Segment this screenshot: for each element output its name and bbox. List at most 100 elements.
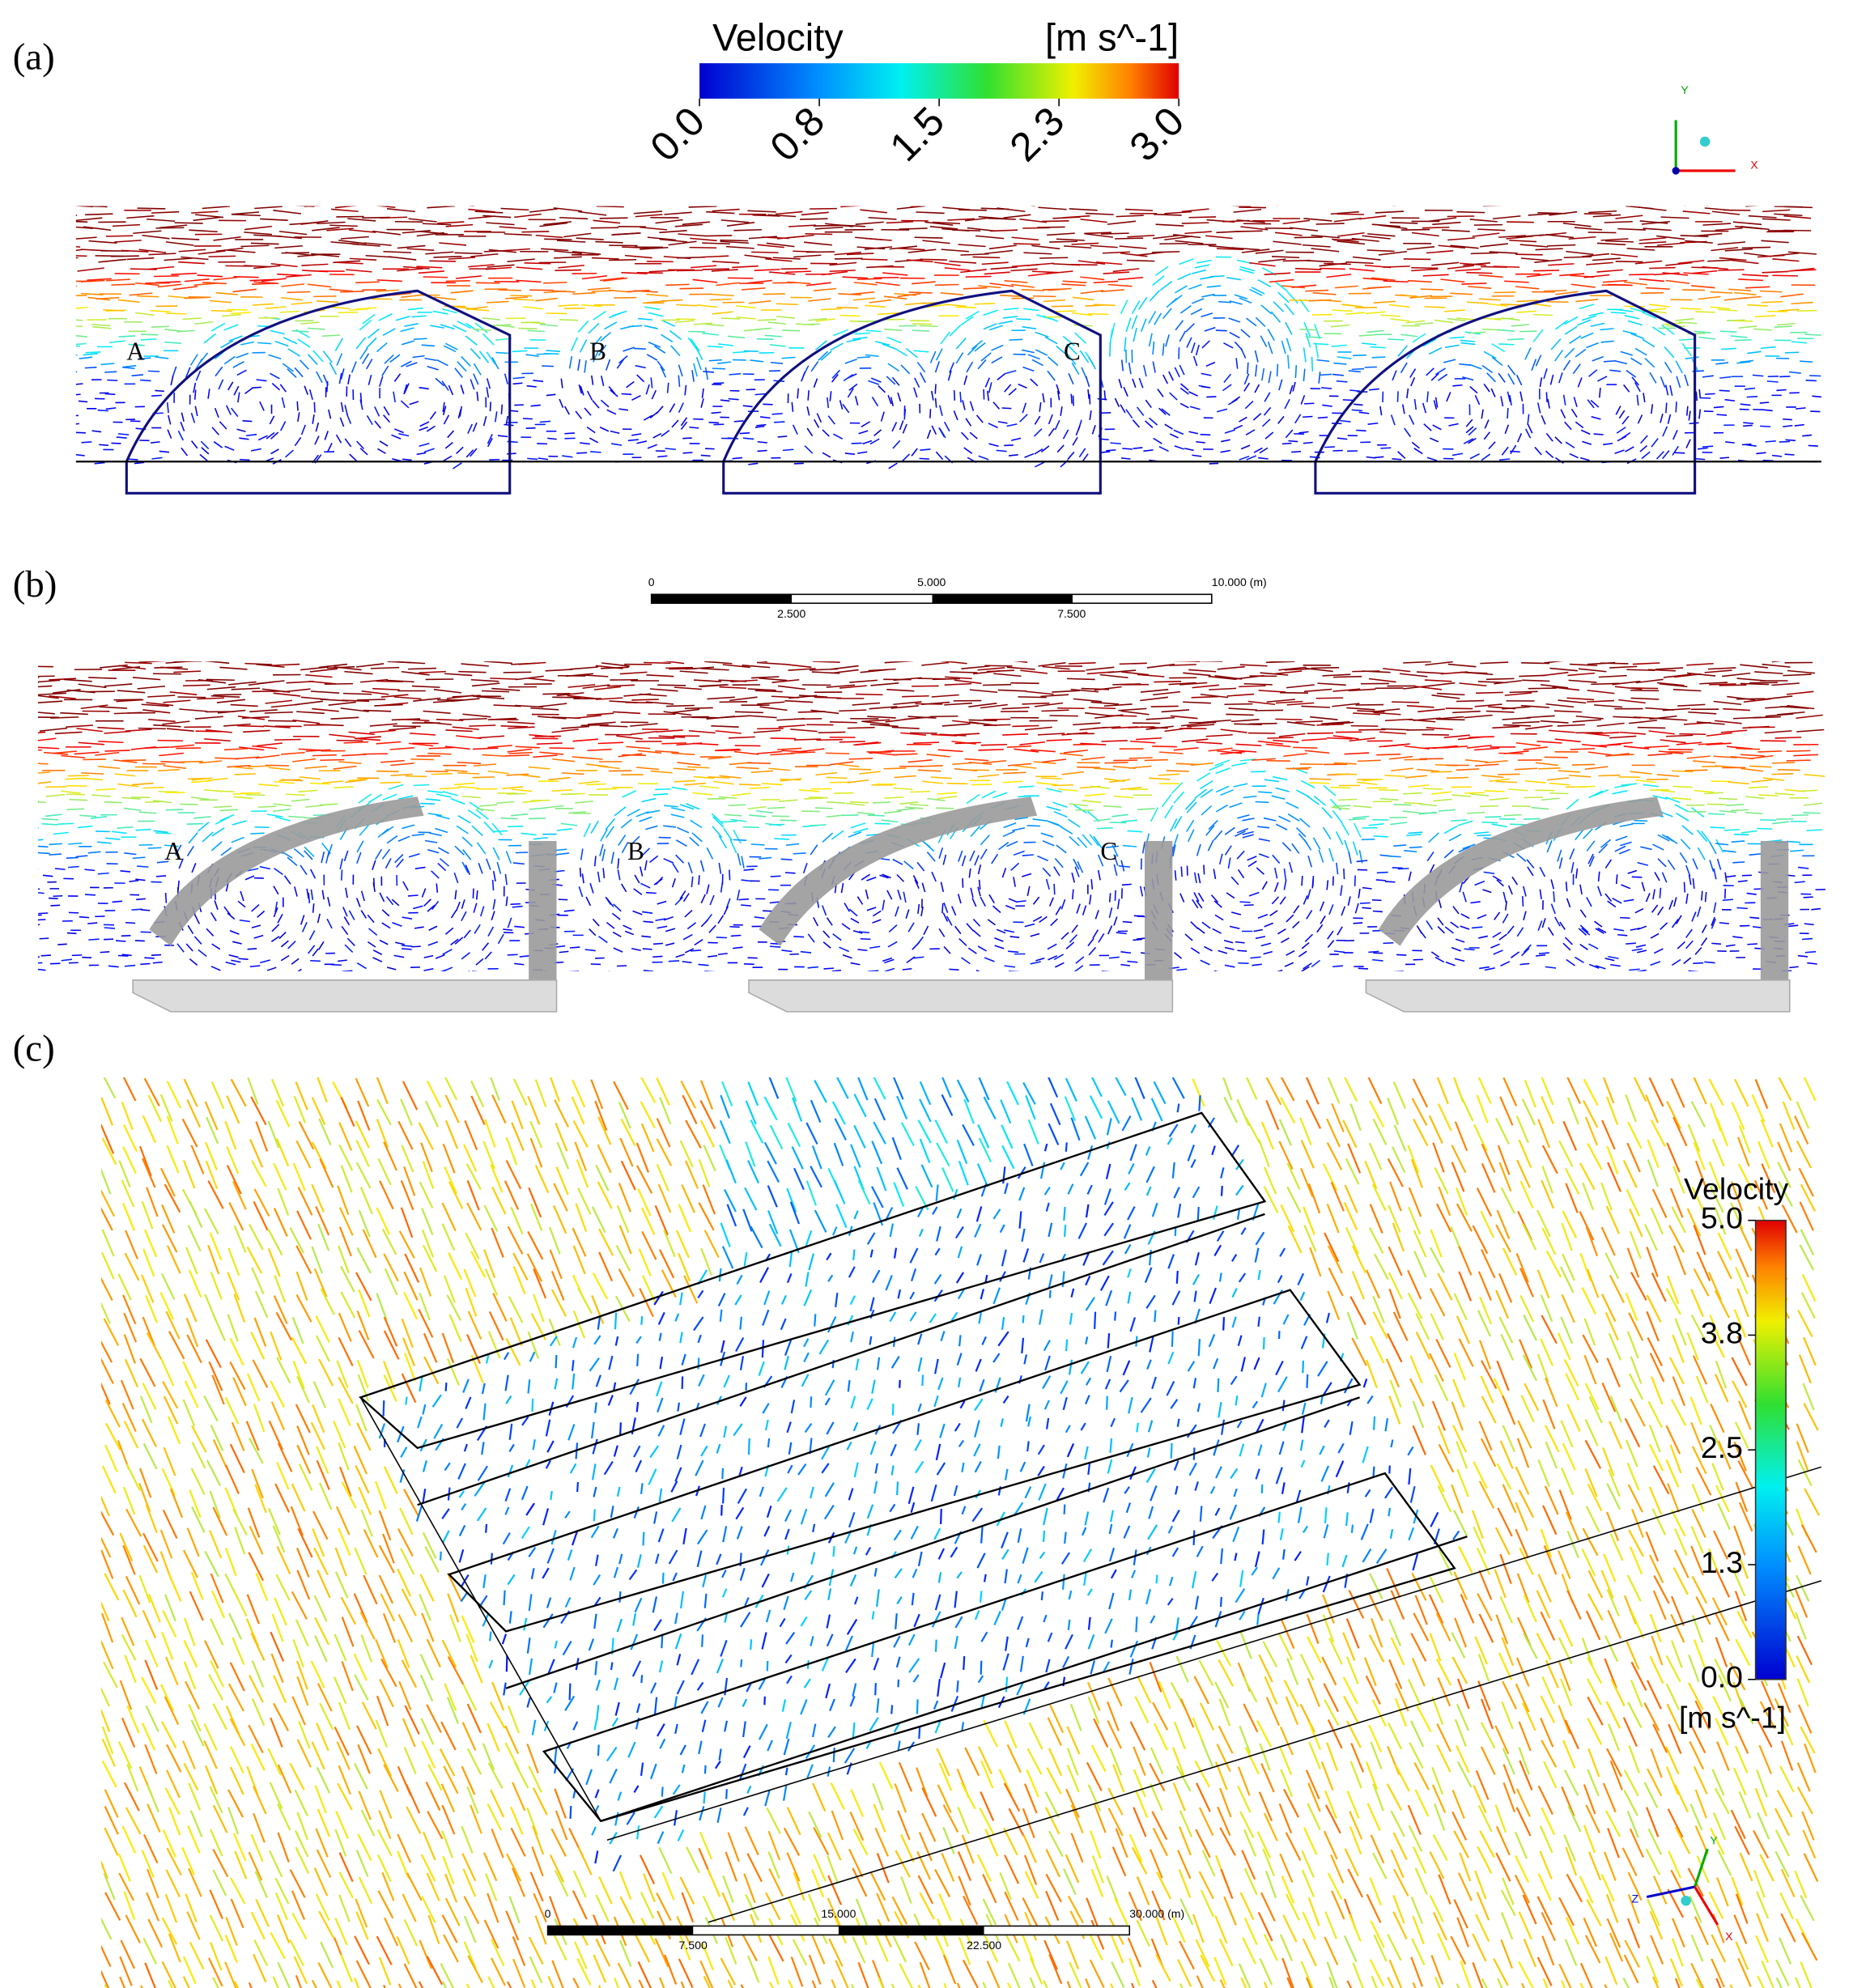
vector	[424, 839, 438, 843]
vector	[1187, 829, 1195, 843]
vector	[897, 890, 902, 900]
vector	[1451, 819, 1468, 822]
vector	[1333, 217, 1362, 223]
vector	[852, 297, 875, 301]
vector	[988, 423, 998, 429]
vector	[420, 802, 435, 805]
vector	[891, 726, 920, 729]
vector	[1609, 735, 1637, 739]
vector	[1624, 315, 1640, 320]
vector	[958, 850, 963, 862]
vector	[559, 216, 589, 220]
vector	[241, 716, 270, 720]
vector	[630, 730, 657, 736]
vector	[1672, 430, 1678, 440]
vector	[1022, 854, 1034, 856]
vector	[682, 452, 693, 454]
vector	[112, 900, 123, 903]
vector	[1184, 231, 1212, 235]
vector	[1571, 200, 1600, 202]
vector	[380, 781, 402, 784]
vector	[589, 437, 599, 444]
vector	[1641, 451, 1651, 460]
vector	[1161, 408, 1171, 416]
vector	[1540, 684, 1569, 689]
vector	[97, 726, 125, 730]
vector	[1669, 384, 1673, 397]
vector	[656, 729, 683, 733]
vector	[673, 767, 696, 771]
vector	[487, 745, 512, 749]
vector	[1406, 705, 1434, 708]
vector	[1032, 915, 1043, 923]
vector	[1682, 210, 1711, 215]
vector	[1367, 422, 1379, 425]
vector	[1097, 854, 1104, 867]
vector	[852, 702, 881, 706]
vector	[782, 329, 801, 332]
vector	[1107, 925, 1113, 935]
vector	[151, 457, 163, 460]
vector	[383, 406, 390, 416]
vector	[1652, 843, 1664, 851]
vector	[1523, 911, 1527, 920]
vector	[657, 900, 667, 905]
vector	[1056, 390, 1060, 401]
vector	[75, 453, 85, 457]
vector	[310, 690, 340, 694]
vector	[1145, 420, 1154, 428]
vector	[552, 758, 576, 762]
vector	[930, 390, 934, 401]
vector	[665, 666, 693, 669]
vector	[141, 703, 169, 707]
vector	[359, 678, 389, 683]
vector	[1236, 850, 1245, 860]
vector	[920, 325, 938, 328]
vector	[155, 227, 185, 229]
vector	[465, 335, 478, 346]
vector	[1173, 429, 1184, 435]
vector	[1493, 265, 1520, 268]
vector	[1711, 916, 1715, 926]
vector	[1378, 250, 1407, 256]
vector	[232, 288, 257, 293]
vector	[515, 746, 540, 749]
vector	[1485, 678, 1515, 681]
vector	[1406, 246, 1435, 250]
vector	[553, 207, 583, 212]
vector	[583, 205, 610, 206]
vector	[825, 752, 850, 754]
vector	[391, 434, 402, 440]
vector	[299, 359, 309, 370]
vector	[68, 865, 79, 869]
vector	[723, 827, 733, 841]
vector	[321, 890, 325, 900]
vector	[1337, 232, 1365, 237]
vector	[1475, 763, 1499, 767]
vector	[1034, 448, 1043, 455]
vector	[88, 938, 100, 941]
vector	[1249, 288, 1263, 296]
vector	[1593, 788, 1609, 796]
vector	[1158, 407, 1167, 415]
vector	[597, 871, 601, 883]
vector	[798, 789, 820, 792]
vector	[78, 683, 107, 689]
vector	[453, 872, 459, 884]
vector	[750, 359, 764, 363]
vector	[414, 866, 426, 869]
vector	[1358, 333, 1377, 337]
vector	[1554, 320, 1568, 330]
vector	[1077, 766, 1101, 769]
vector	[815, 771, 838, 776]
vector	[176, 329, 195, 333]
vector	[1287, 355, 1290, 369]
vector	[1129, 740, 1156, 744]
vector	[678, 402, 684, 413]
vector	[85, 894, 96, 896]
vector	[1106, 449, 1116, 452]
vector	[1403, 661, 1432, 664]
vector	[991, 853, 999, 864]
vector	[1685, 928, 1693, 938]
vector	[717, 361, 731, 364]
